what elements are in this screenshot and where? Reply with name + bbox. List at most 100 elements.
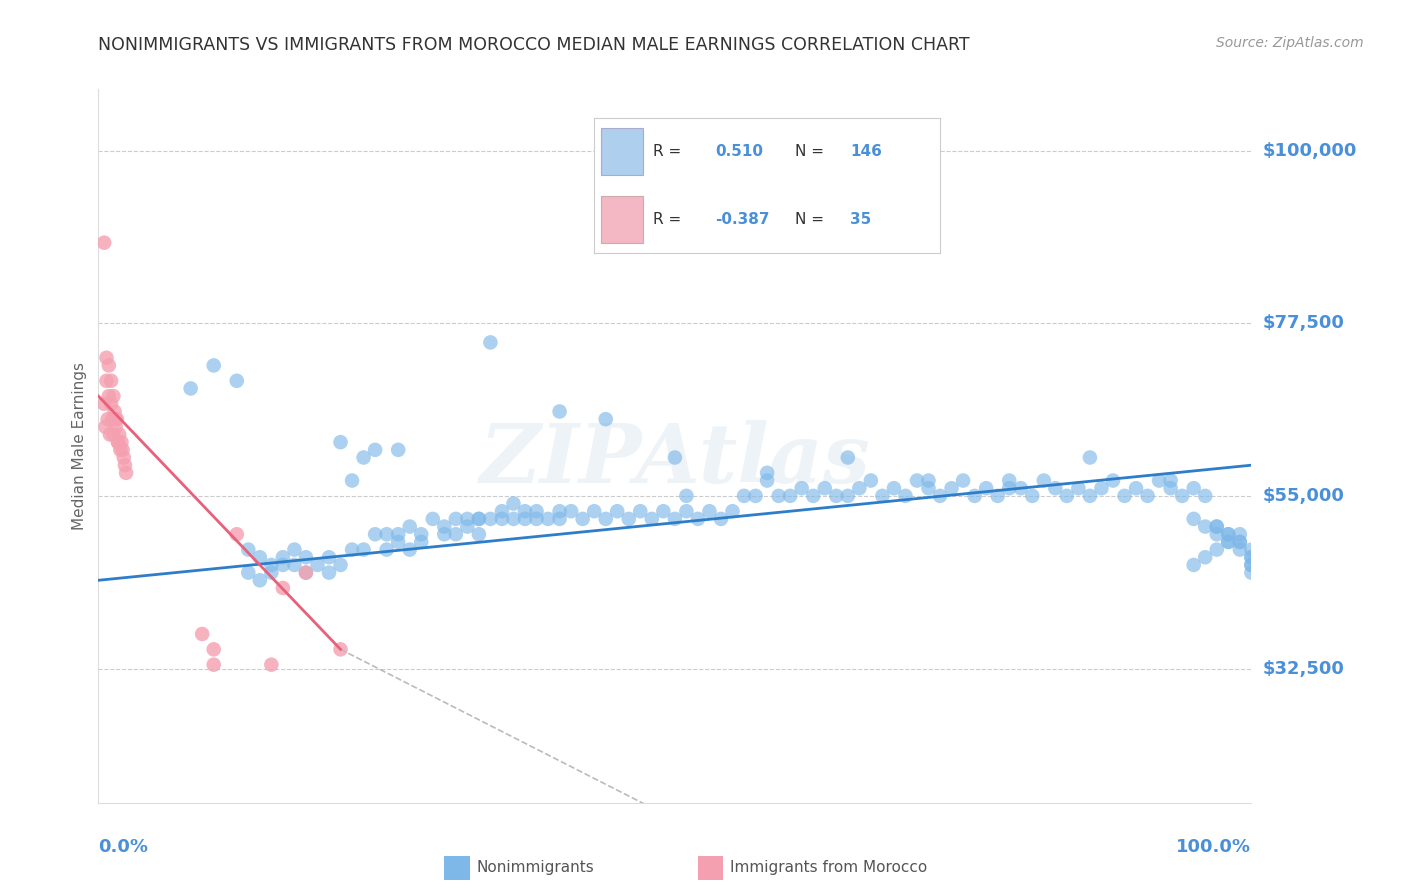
Point <box>271 558 294 572</box>
Point <box>1218 535 1240 549</box>
Point <box>295 566 318 580</box>
Point <box>664 450 686 465</box>
Point <box>468 512 491 526</box>
Point <box>1182 512 1205 526</box>
Point <box>1010 481 1032 495</box>
Point <box>1194 519 1216 533</box>
Point <box>329 435 352 450</box>
Point <box>96 374 118 388</box>
Point <box>675 489 697 503</box>
Point <box>260 566 283 580</box>
Point <box>249 550 271 565</box>
Point <box>814 481 837 495</box>
Point <box>225 374 247 388</box>
Point <box>1136 489 1159 503</box>
Point <box>100 374 122 388</box>
Point <box>191 627 214 641</box>
Point <box>105 412 128 426</box>
Point <box>375 542 398 557</box>
Point <box>1240 542 1263 557</box>
Point <box>941 481 963 495</box>
Point <box>111 442 134 457</box>
Point <box>1056 489 1078 503</box>
Point <box>387 527 409 541</box>
Point <box>1240 558 1263 572</box>
Point <box>1194 489 1216 503</box>
Point <box>929 489 952 503</box>
Point <box>479 335 502 350</box>
Point <box>96 351 118 365</box>
Point <box>1182 558 1205 572</box>
Point <box>353 542 375 557</box>
Point <box>859 474 882 488</box>
Point <box>93 397 115 411</box>
Point <box>238 542 260 557</box>
Point <box>1160 474 1182 488</box>
Point <box>1205 527 1227 541</box>
Point <box>375 527 398 541</box>
Point <box>1240 566 1263 580</box>
Point <box>1229 542 1251 557</box>
Point <box>318 566 340 580</box>
Point <box>353 450 375 465</box>
Point <box>641 512 664 526</box>
Point <box>721 504 744 518</box>
Point <box>1240 550 1263 565</box>
Point <box>103 427 125 442</box>
Point <box>537 512 560 526</box>
Point <box>548 404 571 418</box>
Point <box>1205 519 1227 533</box>
Point <box>387 442 409 457</box>
Point <box>398 519 420 533</box>
Point <box>364 442 387 457</box>
Point <box>1078 489 1101 503</box>
Point <box>987 489 1010 503</box>
Point <box>998 474 1021 488</box>
Point <box>202 657 225 672</box>
Point <box>617 512 640 526</box>
Point <box>225 527 247 541</box>
Point <box>1205 519 1227 533</box>
Point <box>103 389 125 403</box>
Point <box>97 389 120 403</box>
Point <box>756 474 779 488</box>
Point <box>1218 527 1240 541</box>
Point <box>768 489 790 503</box>
Point <box>468 527 491 541</box>
Point <box>112 450 135 465</box>
Bar <box>697 855 723 880</box>
Point <box>1090 481 1112 495</box>
Point <box>917 474 939 488</box>
Point <box>107 435 129 450</box>
Point <box>104 419 127 434</box>
Point <box>583 504 606 518</box>
Point <box>825 489 848 503</box>
Point <box>1229 535 1251 549</box>
Point <box>444 527 467 541</box>
Point <box>180 381 202 395</box>
Point <box>560 504 582 518</box>
Point <box>686 512 709 526</box>
Point <box>1194 550 1216 565</box>
Point <box>526 504 548 518</box>
Point <box>444 512 467 526</box>
Y-axis label: Median Male Earnings: Median Male Earnings <box>72 362 87 530</box>
Point <box>307 558 329 572</box>
Text: Immigrants from Morocco: Immigrants from Morocco <box>730 860 928 874</box>
Point <box>1171 489 1194 503</box>
Point <box>974 481 997 495</box>
Point <box>1114 489 1136 503</box>
Point <box>883 481 905 495</box>
Text: NONIMMIGRANTS VS IMMIGRANTS FROM MOROCCO MEDIAN MALE EARNINGS CORRELATION CHART: NONIMMIGRANTS VS IMMIGRANTS FROM MOROCCO… <box>98 36 970 54</box>
Point <box>872 489 894 503</box>
Point <box>710 512 733 526</box>
Point <box>1160 481 1182 495</box>
Point <box>103 404 125 418</box>
Point <box>468 512 491 526</box>
Point <box>1240 558 1263 572</box>
Point <box>411 535 433 549</box>
Point <box>479 512 502 526</box>
Point <box>110 435 132 450</box>
Point <box>491 512 513 526</box>
Point <box>571 512 593 526</box>
